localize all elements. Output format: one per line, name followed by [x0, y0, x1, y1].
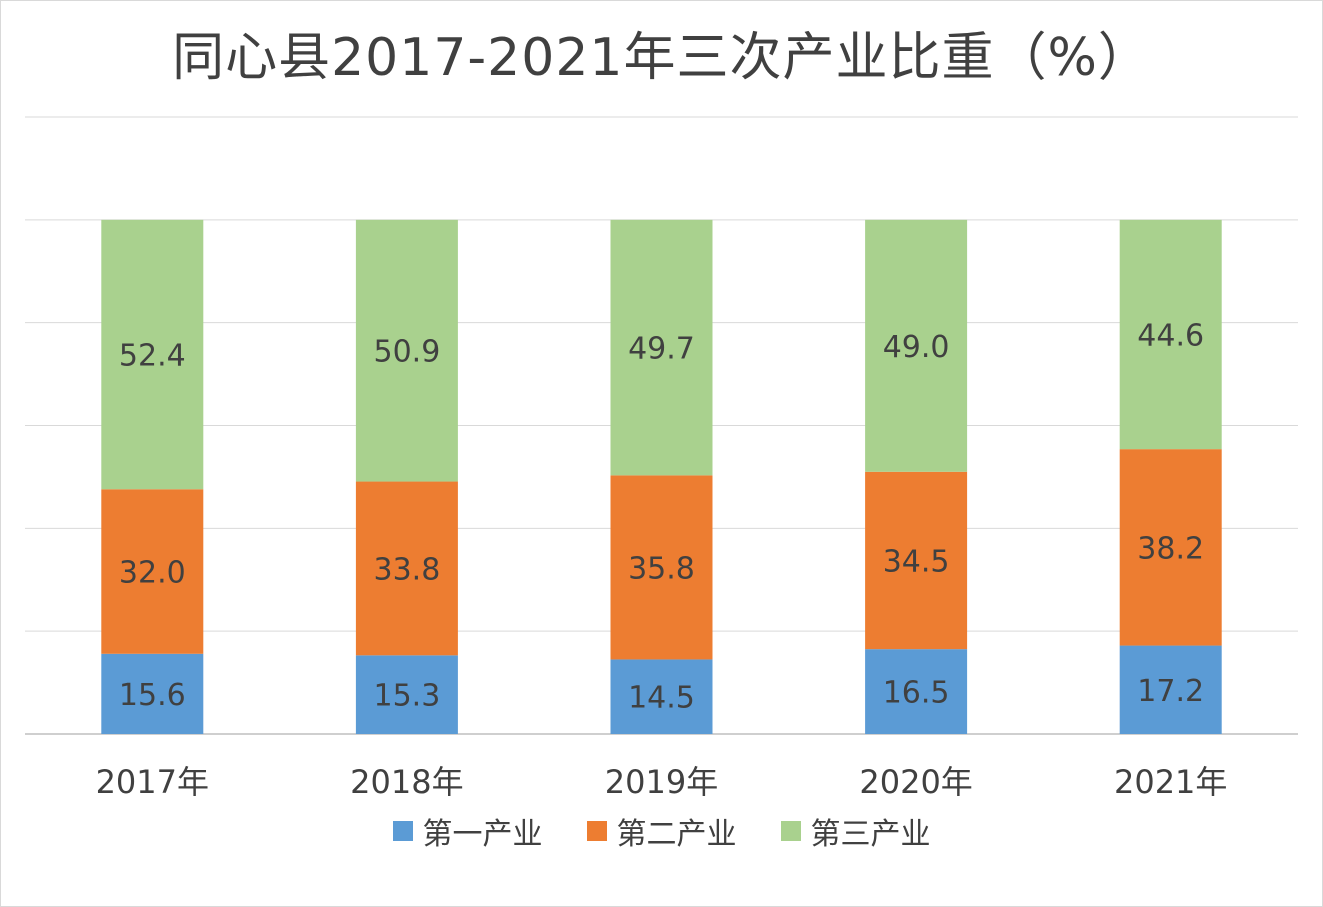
x-tick-label: 2019年	[605, 763, 718, 801]
bar-segment	[101, 489, 204, 654]
x-tick-label: 2018年	[350, 763, 463, 801]
chart-title: 同心县2017-2021年三次产业比重（%）	[172, 28, 1151, 88]
legend-swatch-tertiary	[780, 821, 801, 841]
legend-item-primary: 第一产业	[392, 809, 543, 853]
data-label: 14.5	[628, 681, 695, 716]
data-label: 16.5	[883, 676, 950, 711]
data-label: 15.6	[119, 678, 186, 713]
data-label: 44.6	[1137, 318, 1204, 353]
x-tick-label: 2020年	[859, 763, 972, 801]
legend-swatch-primary	[392, 821, 413, 841]
data-label: 34.5	[883, 544, 950, 579]
bar-segment	[101, 653, 204, 734]
bar-segment	[865, 471, 968, 650]
legend-label-tertiary: 第三产业	[810, 817, 931, 852]
legend-swatch-secondary	[586, 821, 607, 841]
x-tick-label: 2021年	[1114, 763, 1227, 801]
bar-segment	[355, 655, 458, 734]
data-label: 17.2	[1137, 674, 1204, 709]
bar-segment	[865, 649, 968, 734]
bar-segment	[610, 475, 713, 660]
bar-segment	[1119, 219, 1222, 450]
legend-item-tertiary: 第三产业	[780, 809, 931, 853]
bar-segment	[355, 219, 458, 482]
bar-segment	[1119, 645, 1222, 734]
legend-item-secondary: 第二产业	[586, 809, 737, 853]
data-label: 38.2	[1137, 531, 1204, 566]
data-label: 49.7	[628, 332, 695, 367]
legend-label-secondary: 第二产业	[616, 817, 737, 852]
data-label: 32.0	[119, 556, 186, 591]
data-label: 52.4	[119, 339, 186, 374]
data-label: 35.8	[628, 551, 695, 586]
data-label: 15.3	[374, 679, 441, 714]
data-label: 33.8	[374, 552, 441, 587]
bar-segment	[865, 219, 968, 472]
bar-segment	[610, 659, 713, 734]
chart-legend: 第一产业 第二产业 第三产业	[1, 809, 1322, 853]
bar-segment	[355, 481, 458, 656]
bar-segment	[101, 219, 204, 490]
x-tick-label: 2017年	[96, 763, 209, 801]
data-label: 49.0	[883, 330, 950, 365]
legend-label-primary: 第一产业	[422, 817, 543, 852]
bar-segment	[610, 219, 713, 476]
bar-segment	[1119, 449, 1222, 646]
data-label: 50.9	[374, 335, 441, 370]
